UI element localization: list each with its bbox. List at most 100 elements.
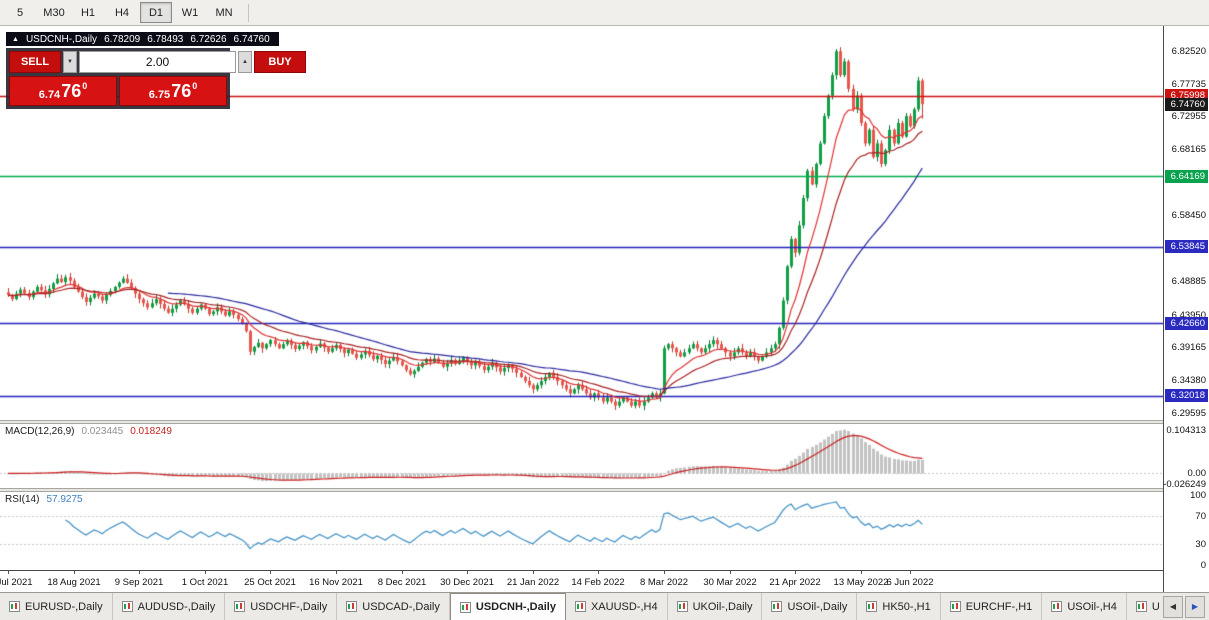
time-axis[interactable]: 27 Jul 2021 18 Aug 2021 9 Sep 2021 1 Oct 20… (0, 570, 1163, 593)
macd-name: MACD(12,26,9) (5, 426, 75, 437)
chart-tab-ukoil-h4[interactable]: UKOil-,H4 (1127, 593, 1159, 620)
chart-tab-usoil-h4[interactable]: USOil-,H4 (1042, 593, 1127, 620)
sell-button[interactable]: SELL (9, 51, 61, 73)
time-axis-tick (664, 571, 665, 574)
date-label: 13 May 2022 (833, 577, 889, 588)
macd-axis-label: 0.00 (1187, 468, 1207, 479)
chart-tab-label: EURCHF-,H1 (965, 600, 1033, 613)
chart-title-bar: ▲ USDCNH-,Daily 6.78209 6.78493 6.72626 … (6, 32, 279, 46)
chart-tab-usoil-daily[interactable]: USOil-,Daily (762, 593, 858, 620)
sell-price-main: 76 (61, 81, 82, 101)
chart-tab-label: USOil-,H4 (1067, 600, 1117, 613)
chart-tab-bar: EURUSD-,Daily AUDUSD-,Daily USDCHF-,Daily U… (0, 592, 1209, 620)
rsi-name: RSI(14) (5, 494, 40, 505)
chart-icon (9, 601, 20, 612)
date-label: 30 Dec 2021 (440, 577, 494, 588)
timeframe-button-d1[interactable]: D1 (140, 2, 172, 23)
chart-icon (346, 601, 358, 612)
chart-menu-arrow-icon[interactable]: ▲ (12, 35, 19, 43)
timeframe-button-h1[interactable]: H1 (80, 6, 96, 19)
toolbar-separator (248, 3, 249, 22)
sell-price-pip: 0 (82, 81, 88, 91)
time-axis-tick (467, 571, 468, 574)
buy-button[interactable]: BUY (254, 51, 306, 73)
date-label: 25 Oct 2021 (244, 577, 296, 588)
chart-tab-audusd-daily[interactable]: AUDUSD-,Daily (113, 593, 226, 620)
chart-tab-usdcnh-daily[interactable]: USDCNH-,Daily (449, 593, 566, 620)
pane-splitter[interactable] (0, 488, 1163, 492)
ohlc-low: 6.72626 (190, 33, 227, 45)
macd-signal-value: 0.018249 (130, 426, 172, 437)
date-label: 14 Feb 2022 (571, 577, 625, 588)
price-axis-label: 6.43950 (1171, 310, 1206, 321)
date-label: 30 Mar 2022 (703, 577, 757, 588)
price-axis-label: 6.82520 (1171, 46, 1206, 57)
date-label: 6 Jun 2022 (886, 577, 934, 588)
tab-scroll-right-button[interactable]: ▶ (1185, 595, 1205, 618)
pane-splitter[interactable] (0, 420, 1163, 424)
price-axis-label: 6.34380 (1171, 375, 1206, 386)
time-axis-tick (730, 571, 731, 574)
sell-price-prefix: 6.74 (38, 89, 61, 101)
timeframe-button-5[interactable]: 5 (16, 6, 24, 19)
rsi-canvas[interactable] (0, 492, 1163, 570)
rsi-indicator-pane: RSI(14) 57.9275 (0, 492, 1163, 570)
chart-icon (771, 601, 783, 612)
chart-tab-hk50-h1[interactable]: HK50-,H1 (857, 593, 941, 620)
price-axis-label: 6.72955 (1171, 111, 1206, 122)
timeframe-button-group: 5 M30 H1 H4 D1 W1 MN (4, 2, 240, 23)
chart-tab-label: UKOil-,Daily (692, 600, 753, 613)
time-axis-tick (910, 571, 911, 574)
buy-price-button[interactable]: 6.75 76 0 (119, 76, 227, 106)
price-axis-label: 6.68165 (1171, 144, 1206, 155)
macd-axis-label: 0.104313 (1166, 425, 1206, 436)
chart-tab-label: EURUSD-,Daily (25, 600, 103, 613)
rsi-axis-label: 30 (1195, 539, 1206, 550)
date-label: 18 Aug 2021 (47, 577, 101, 588)
date-label: 8 Mar 2022 (639, 577, 689, 588)
chart-tab-label: USDCAD-,Daily (362, 600, 440, 613)
price-axis-label: 6.39165 (1171, 342, 1206, 353)
macd-canvas[interactable] (0, 424, 1163, 488)
time-axis-tick (861, 571, 862, 574)
price-axis[interactable]: 6.82520 6.77735 6.72955 6.68165 6.58450 6.488… (1163, 26, 1209, 592)
chart-tab-usdcad-daily[interactable]: USDCAD-,Daily (337, 593, 450, 620)
timeframe-button-m30[interactable]: M30 (43, 6, 65, 19)
chart-tab-xauusd-h4[interactable]: XAUUSD-,H4 (566, 593, 668, 620)
time-axis-tick (533, 571, 534, 574)
buy-price-pip: 0 (192, 81, 198, 91)
time-axis-tick (74, 571, 75, 574)
trade-buttons-row: SELL ▼ ▲ BUY (9, 51, 306, 73)
tab-scroll-left-button[interactable]: ◀ (1163, 595, 1183, 618)
buy-price-prefix: 6.75 (148, 89, 171, 101)
volume-decrement-button[interactable]: ▼ (63, 51, 77, 73)
chart-tab-eurusd-daily[interactable]: EURUSD-,Daily (0, 593, 113, 620)
chart-tab-label: HK50-,H1 (882, 600, 931, 613)
volume-increment-button[interactable]: ▲ (238, 51, 252, 73)
chart-tab-eurchf-h1[interactable]: EURCHF-,H1 (941, 593, 1043, 620)
sell-price-button[interactable]: 6.74 76 0 (9, 76, 117, 106)
time-axis-tick (8, 571, 9, 574)
macd-indicator-pane: MACD(12,26,9) 0.023445 0.018249 (0, 424, 1163, 488)
timeframe-toolbar: 5 M30 H1 H4 D1 W1 MN (0, 0, 1209, 26)
price-axis-label: 6.29595 (1171, 408, 1206, 419)
time-axis-tick (270, 571, 271, 574)
chart-tab-ukoil-daily[interactable]: UKOil-,Daily (668, 593, 763, 620)
price-tag-6.53845: 6.53845 (1165, 240, 1208, 253)
timeframe-button-w1[interactable]: W1 (181, 6, 199, 19)
one-click-trading-panel: SELL ▼ ▲ BUY 6.74 76 0 6.75 76 0 (6, 48, 306, 109)
chart-tab-label: USDCNH-,Daily (475, 601, 556, 613)
chart-tab-label: USDCHF-,Daily (250, 600, 328, 613)
date-label: 27 Jul 2021 (0, 577, 33, 588)
chart-icon (121, 601, 133, 612)
time-axis-tick (205, 571, 206, 574)
chart-tab-usdchf-daily[interactable]: USDCHF-,Daily (225, 593, 338, 620)
trade-prices-row: 6.74 76 0 6.75 76 0 (9, 76, 227, 106)
timeframe-button-h4[interactable]: H4 (114, 6, 130, 19)
timeframe-button-mn[interactable]: MN (215, 6, 233, 19)
time-axis-tick (598, 571, 599, 574)
buy-price-main: 76 (171, 81, 192, 101)
volume-input[interactable] (79, 51, 236, 73)
price-axis-label: 6.58450 (1171, 210, 1206, 221)
